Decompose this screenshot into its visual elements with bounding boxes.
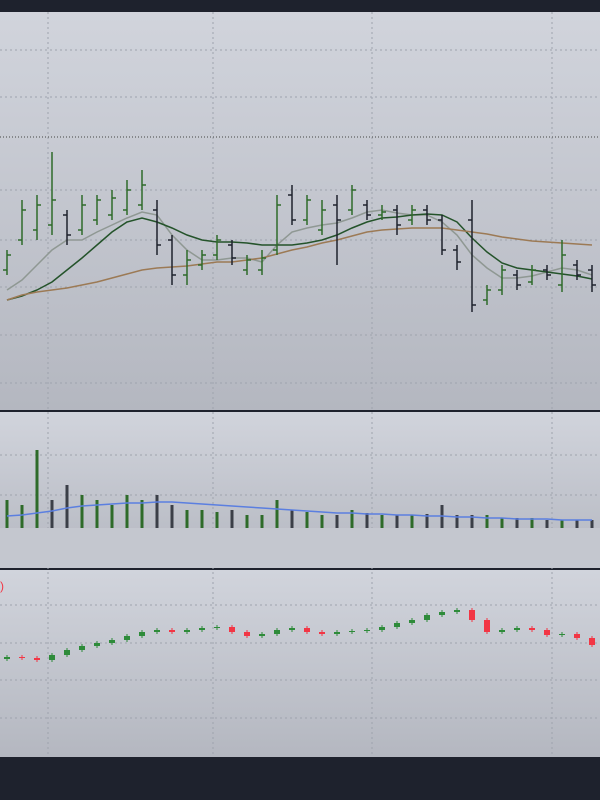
volume-bar <box>575 520 579 528</box>
volume-bar <box>155 495 159 528</box>
volume-bar <box>140 500 144 528</box>
candle-body <box>589 638 595 645</box>
candle-body <box>394 623 400 627</box>
candle-body <box>484 620 490 632</box>
line <box>6 209 593 291</box>
volume-bar <box>590 520 594 528</box>
line <box>6 213 593 301</box>
candle-body <box>244 632 250 636</box>
volume-bar <box>335 515 339 528</box>
candle-body <box>109 640 115 643</box>
volume-bar <box>350 510 354 528</box>
candle-body <box>4 657 10 659</box>
volume-bar <box>500 518 504 528</box>
candle-body <box>379 627 385 630</box>
candle-body <box>214 627 220 628</box>
volume-bar <box>215 512 219 528</box>
volume-bar <box>260 515 264 528</box>
volume-bar <box>395 515 399 528</box>
volume-bar <box>515 518 519 528</box>
volume-bar <box>245 515 249 528</box>
bottom-bar <box>0 757 600 800</box>
volume-bar <box>170 505 174 528</box>
indicator-label: ) <box>0 579 4 593</box>
volume-bar <box>380 515 384 528</box>
volume-bar <box>365 513 369 528</box>
candle-body <box>499 630 505 632</box>
candle-body <box>424 615 430 620</box>
candle-body <box>19 657 25 658</box>
volume-bar <box>275 500 279 528</box>
candle-body <box>199 628 205 630</box>
candle-body <box>349 631 355 632</box>
volume-bar <box>305 512 309 528</box>
candle-body <box>544 630 550 635</box>
line <box>6 227 593 301</box>
candle-body <box>469 610 475 620</box>
candle-body <box>274 630 280 634</box>
volume-bar <box>230 510 234 528</box>
candle-body <box>64 650 70 655</box>
volume-bar <box>185 510 189 528</box>
volume-bar <box>425 514 429 528</box>
volume-bar <box>320 515 324 528</box>
candle-body <box>529 628 535 630</box>
candle-body <box>49 655 55 660</box>
candle-body <box>304 628 310 632</box>
candle-pane <box>0 570 600 757</box>
volume-bar <box>410 515 414 528</box>
volume-bar <box>20 505 24 528</box>
volume-bar <box>80 495 84 528</box>
candle-body <box>184 630 190 632</box>
candle-body <box>319 632 325 634</box>
candle-body <box>409 620 415 623</box>
price-pane <box>0 12 600 410</box>
volume-bar <box>470 515 474 528</box>
candle-body <box>79 646 85 650</box>
candle-body <box>364 630 370 631</box>
candle-body <box>259 634 265 636</box>
volume-bar <box>560 520 564 528</box>
candle-body <box>34 658 40 660</box>
volume-bar <box>110 505 114 528</box>
candle-body <box>559 634 565 635</box>
candle-body <box>574 634 580 638</box>
candle-body <box>94 643 100 646</box>
volume-bar <box>290 510 294 528</box>
candle-body <box>289 628 295 630</box>
volume-bar <box>545 520 549 528</box>
volume-footer <box>0 528 600 568</box>
volume-bar <box>530 518 534 528</box>
candle-body <box>154 630 160 632</box>
grid <box>0 12 600 757</box>
top-bar <box>0 0 600 12</box>
candle-body <box>139 632 145 636</box>
volume-bar <box>125 495 129 528</box>
line <box>6 501 592 521</box>
volume-bar <box>50 500 54 528</box>
volume-bar <box>200 510 204 528</box>
candle-body <box>454 610 460 612</box>
candle-body <box>169 630 175 632</box>
candle-body <box>124 636 130 640</box>
candle-body <box>439 612 445 615</box>
volume-bar <box>65 485 69 528</box>
candle-body <box>514 628 520 630</box>
volume-bar <box>5 500 9 528</box>
volume-bar <box>485 515 489 528</box>
volume-bar <box>35 450 39 528</box>
candle-body <box>229 627 235 632</box>
volume-bar <box>95 500 99 528</box>
candle-body <box>334 632 340 634</box>
volume-bar <box>455 515 459 528</box>
